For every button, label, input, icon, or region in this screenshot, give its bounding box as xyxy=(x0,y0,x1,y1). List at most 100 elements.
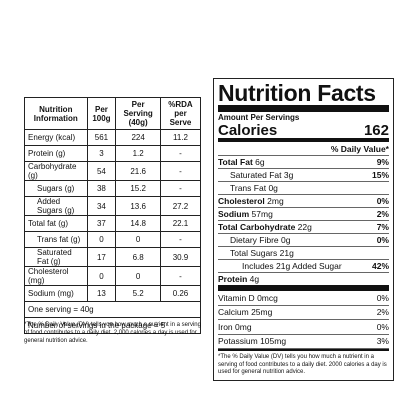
dv-header: % Daily Value* xyxy=(330,143,389,154)
table-row: Total fat (g) 37 14.8 22.1 xyxy=(24,215,202,232)
vitamin-row: Iron 0mg 0% xyxy=(218,320,389,335)
footnote: *The % Daily Value (DV) tells you how mu… xyxy=(218,354,387,375)
thick-bar xyxy=(218,285,389,291)
nutrient: Cholesterol 2mg xyxy=(218,196,284,206)
nutrient-dv: 0% xyxy=(376,235,389,245)
table-cell: 0 xyxy=(86,266,117,286)
table-cell: 6.8 xyxy=(115,247,161,267)
vitamin-amount: 105mg xyxy=(260,336,287,347)
nutrient: Includes 21g Added Sugar xyxy=(218,261,342,271)
table-cell: - xyxy=(159,231,202,248)
table-cell: 15.2 xyxy=(115,180,161,197)
nutrient-amount: 0g xyxy=(268,183,278,193)
nutrient: Dietary Fibre 0g xyxy=(218,235,291,245)
nutrient-row: Protein 4g xyxy=(218,273,389,285)
header-cell: Per Serving (40g) xyxy=(115,97,161,130)
nutrient-amount: 21g xyxy=(279,248,294,258)
table-row: Saturated Fat (g) 17 6.8 30.9 xyxy=(24,247,202,267)
vitamin-name: Potassium xyxy=(218,336,258,347)
table-cell: Carbohydrate (g) xyxy=(24,161,88,181)
vitamin-row: Calcium 25mg 2% xyxy=(218,306,389,320)
table-cell: 0.26 xyxy=(159,285,202,302)
table-cell: 14.8 xyxy=(115,215,161,232)
table-row: Trans fat (g) 0 0- xyxy=(24,231,202,248)
vitamin-amount: 0mcg xyxy=(257,292,278,303)
nutrient-name: Cholesterol xyxy=(218,196,265,206)
nutrient-amount: 57mg xyxy=(251,209,273,219)
table-cell: Total fat (g) xyxy=(24,215,88,232)
nutrient-amount: 6g xyxy=(255,157,265,167)
nutrient-name: Trans Fat xyxy=(230,183,267,193)
nutrient-dv: 9% xyxy=(376,157,389,167)
table-cell: - xyxy=(159,180,202,197)
table-cell: Trans fat (g) xyxy=(24,231,88,248)
note-row: One serving = 40g xyxy=(24,301,201,318)
title: Nutrition Facts xyxy=(218,80,376,106)
table-cell: 30.9 xyxy=(159,247,202,267)
vitamin-dv: 0% xyxy=(376,321,389,332)
nutrient-row: Cholesterol 2mg 0% xyxy=(218,195,389,208)
nutrient-name: Sodium xyxy=(218,209,250,219)
header-row: Nutrition Information Per 100g Per Serving… xyxy=(24,97,202,130)
footnote: *The % Daily Value (DV) tells you how mu… xyxy=(24,322,201,344)
vitamin-amount: 0mg xyxy=(235,321,252,332)
vitamin-dv: 2% xyxy=(376,307,389,318)
medium-bar xyxy=(218,138,389,142)
nutrient-name: Total Sugars xyxy=(230,248,278,258)
table-cell: 22.1 xyxy=(159,215,202,232)
table-cell: Sodium (mg) xyxy=(24,285,88,302)
table-row: Energy (kcal) 561 224 11.2 xyxy=(24,129,202,146)
calories-value: 162 xyxy=(363,122,389,139)
nutrient: Total Carbohydrate 22g xyxy=(218,222,312,232)
note-cell: Number of servings in the package = 5 xyxy=(24,317,201,334)
nutrient: Trans Fat 0g xyxy=(218,183,278,193)
thin-bar xyxy=(218,349,389,351)
amount-label: Amount Per Servings xyxy=(218,113,300,122)
vitamin: Potassium 105mg xyxy=(218,336,286,346)
vitamin-name: Vitamin D xyxy=(218,292,255,303)
nutrient-row: Includes 21g Added Sugar 42% xyxy=(218,260,389,273)
nutrient-dv: 42% xyxy=(371,261,389,271)
calories-row: Calories 162 xyxy=(218,122,389,139)
table-cell: 0 xyxy=(86,231,117,248)
vitamin-name: Iron xyxy=(218,321,233,332)
nutrient-amount: 4g xyxy=(249,274,260,284)
nutrient-dv: 2% xyxy=(376,209,389,219)
table-cell: 54 xyxy=(86,161,117,181)
table-cell: 17 xyxy=(86,247,117,267)
vitamin-row: Vitamin D 0mcg 0% xyxy=(218,291,389,306)
table-cell: - xyxy=(159,161,202,181)
vitamin-dv: 3% xyxy=(376,336,389,347)
table-cell: 3 xyxy=(86,145,117,162)
vitamin-row: Potassium 105mg 3% xyxy=(218,335,389,349)
nutrient: Total Sugars 21g xyxy=(218,248,294,258)
nutrient: Sodium 57mg xyxy=(218,209,273,219)
vitamin-dv: 0% xyxy=(376,292,389,303)
nutrition-facts-label: Nutrition Facts Amount Per Servings Calori… xyxy=(213,78,394,381)
nutrient-row: Total Fat 6g 9% xyxy=(218,156,389,169)
table-cell: Saturated Fat (g) xyxy=(24,247,88,267)
note-row: Number of servings in the package = 5 xyxy=(24,317,201,334)
nutrient-amount: 2mg xyxy=(267,196,284,206)
table-cell: 38 xyxy=(86,180,117,197)
vitamin: Vitamin D 0mcg xyxy=(218,293,278,303)
nutrition-table: Nutrition Information Per 100g Per Serving… xyxy=(24,97,202,334)
nutrient-row: Total Sugars 21g xyxy=(218,247,389,260)
vitamin-amount: 25mg xyxy=(251,307,273,318)
table-cell: 1.2 xyxy=(115,145,161,162)
nutrient: Total Fat 6g xyxy=(218,157,265,167)
table-cell: 21.6 xyxy=(115,161,161,181)
table-row: Sodium (mg) 13 5.2 0.26 xyxy=(24,285,202,302)
table-cell: 34 xyxy=(86,196,117,216)
table-cell: 13.6 xyxy=(115,196,161,216)
table-cell: 11.2 xyxy=(159,129,202,146)
table-row: Cholesterol (mg) 0 0- xyxy=(24,266,202,286)
header-cell: %RDA per Serve xyxy=(159,97,202,130)
nutrient-name: Protein xyxy=(218,274,248,284)
nutrient-row: Dietary Fibre 0g 0% xyxy=(218,234,389,247)
table-cell: Added Sugars (g) xyxy=(24,196,88,216)
table-cell: 561 xyxy=(86,129,117,146)
table-row: Protein (g) 3 1.2- xyxy=(24,145,202,162)
